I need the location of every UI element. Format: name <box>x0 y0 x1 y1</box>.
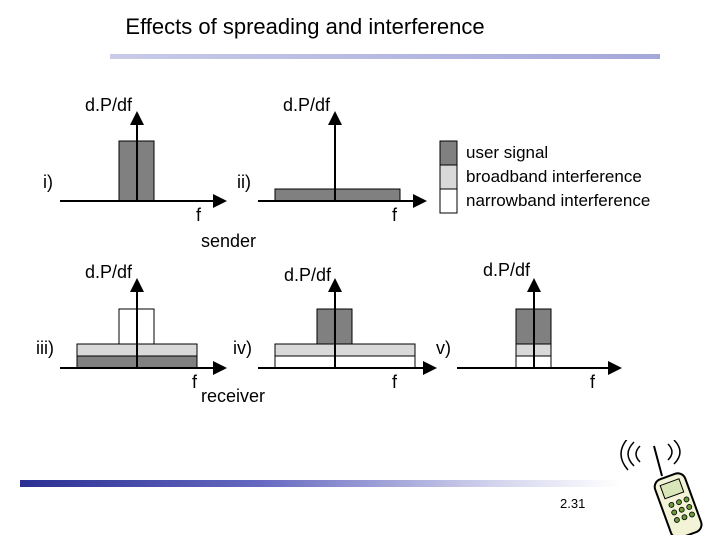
panel-label-i: i) <box>43 172 53 192</box>
panel-v-graph <box>457 278 622 375</box>
axis-label-iii: d.P/df <box>85 262 133 282</box>
axis-label-v: d.P/df <box>483 260 531 280</box>
freq-label-iii: f <box>192 372 198 392</box>
legend-user-signal-swatch <box>439 140 458 166</box>
panel-label-iii: iii) <box>36 338 54 358</box>
freq-label-ii: f <box>392 205 398 225</box>
legend-broadband-label: broadband interference <box>466 167 642 186</box>
panel-i-graph <box>60 111 227 208</box>
broadband-interference-bar <box>274 343 416 357</box>
freq-label-v: f <box>590 372 596 392</box>
axis-label-i: d.P/df <box>85 95 133 115</box>
legend-user-signal-label: user signal <box>466 143 549 162</box>
broadband-user-signal <box>274 188 401 202</box>
freq-label-i: f <box>196 205 202 225</box>
panel-iv-graph <box>258 278 437 375</box>
freq-label-iv: f <box>392 372 398 392</box>
slide-title: Effects of spreading and interference <box>125 14 485 39</box>
axis-label-iv: d.P/df <box>284 265 332 285</box>
panel-ii-graph <box>258 111 427 208</box>
page-number: 2.31 <box>560 496 586 511</box>
legend-narrowband-label: narrowband interference <box>466 191 651 210</box>
axis-label-ii: d.P/df <box>283 95 331 115</box>
legend-swatches <box>439 140 458 214</box>
legend-narrowband-swatch <box>439 188 458 214</box>
sender-caption: sender <box>201 231 257 251</box>
panel-label-v: v) <box>436 338 451 358</box>
title-underline <box>110 54 660 59</box>
panel-label-ii: ii) <box>237 172 251 192</box>
panel-label-iv: iv) <box>233 338 252 358</box>
receiver-caption: receiver <box>201 386 266 406</box>
panel-iii-graph <box>60 278 227 375</box>
narrowband-interference-bar <box>274 355 416 369</box>
footer-rule <box>20 480 620 487</box>
legend-broadband-swatch <box>439 164 458 190</box>
mobile-phone-icon <box>620 440 703 535</box>
